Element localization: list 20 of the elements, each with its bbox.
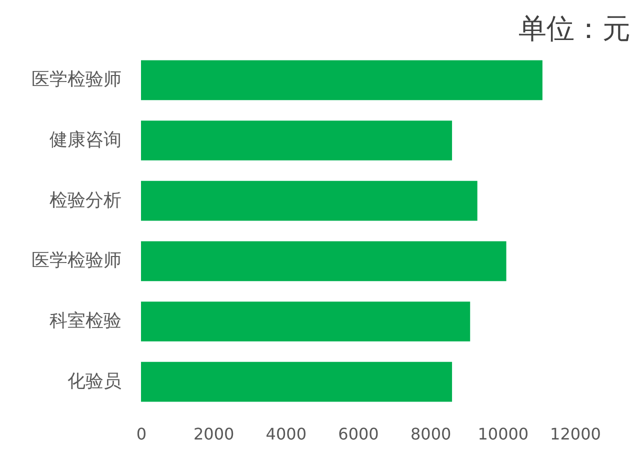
x-tick-label: 10000 (478, 424, 529, 444)
x-tick-label: 12000 (550, 424, 601, 444)
x-tick-label: 0 (136, 424, 147, 444)
bar (141, 362, 452, 402)
x-tick-label: 4000 (266, 424, 307, 444)
y-tick-label: 医学检验师 (32, 69, 122, 90)
y-tick-label: 科室检验 (50, 310, 122, 332)
y-tick-label: 医学检验师 (32, 250, 122, 272)
y-tick-label: 化验员 (68, 370, 122, 392)
y-tick-label: 健康咨询 (50, 130, 122, 150)
y-tick-label: 检验分析 (50, 190, 122, 211)
x-tick-label: 6000 (338, 424, 379, 444)
bar (141, 302, 470, 342)
bar (141, 241, 506, 282)
x-tick-label: 2000 (193, 424, 234, 444)
bar (141, 120, 452, 160)
chart-title: 单位：元 (518, 12, 630, 45)
bar (141, 60, 542, 100)
x-tick-label: 8000 (410, 424, 452, 444)
bar (141, 180, 478, 221)
